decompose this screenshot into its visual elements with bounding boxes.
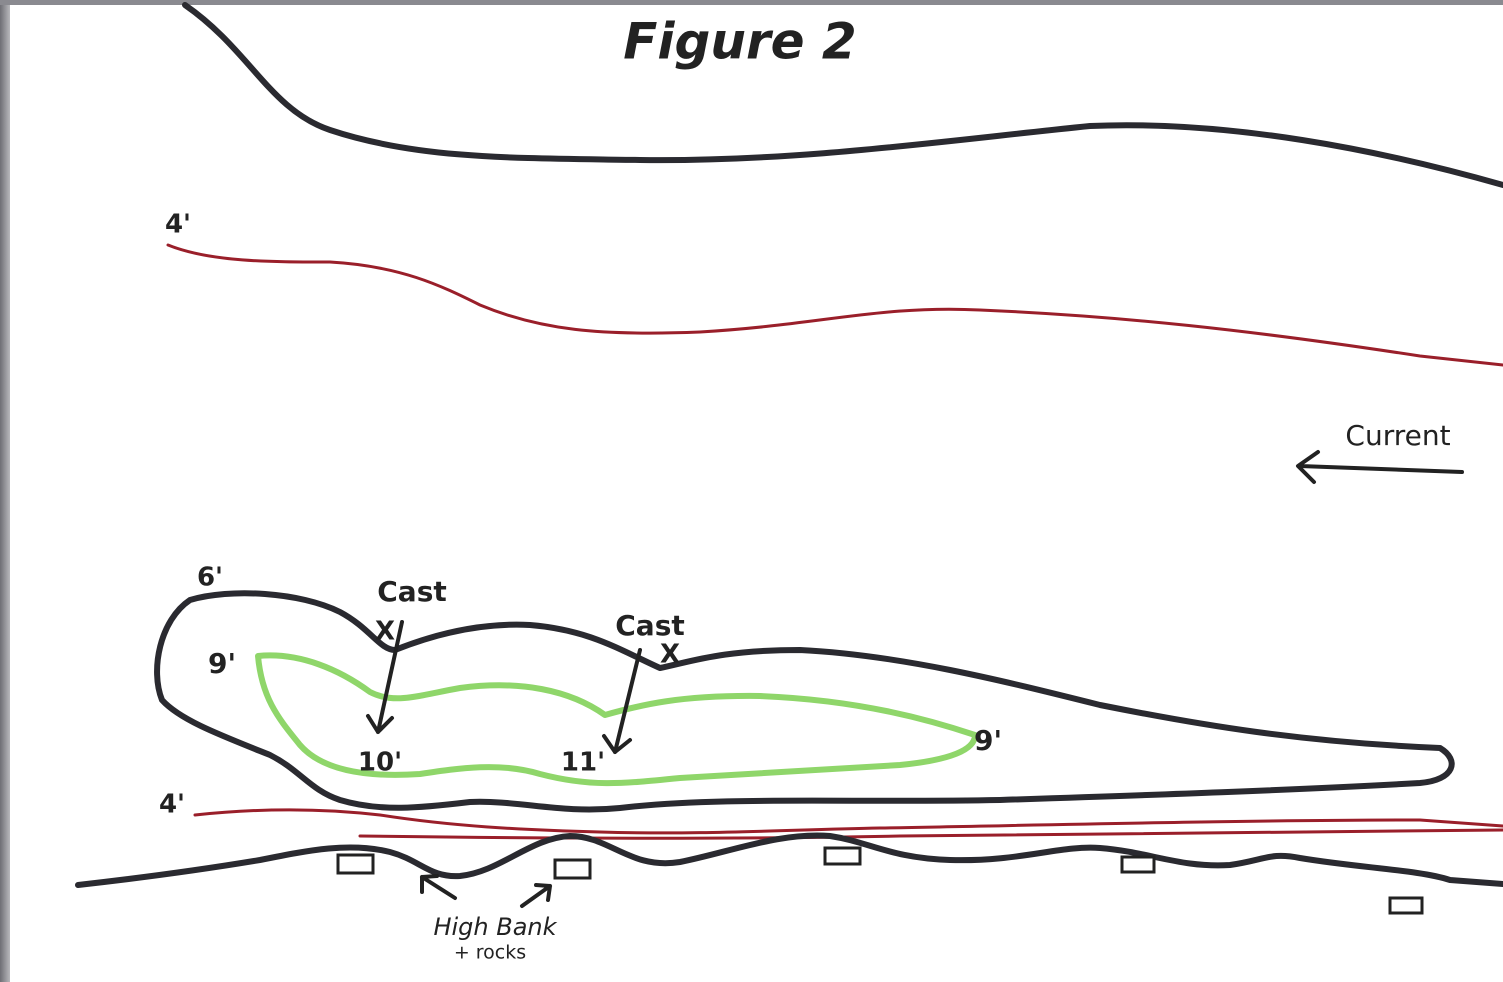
rock [1122,857,1154,872]
bank-note: High Bank [433,913,557,941]
rock [825,848,860,864]
frame-left [0,0,10,982]
rock [1390,898,1422,913]
cast-mark: X [660,640,680,670]
paper [0,0,1503,982]
depth-label: 6' [197,563,223,593]
title: Figure 2 [623,13,856,71]
depth-label: 4' [159,790,185,820]
bank-note: + rocks [454,942,526,964]
rock [555,860,590,878]
frame-top [0,0,1503,5]
depth-label: 9' [974,724,1002,757]
depth-label: 4' [165,210,191,240]
current-label: Current [1345,419,1450,452]
depth-label: 9' [208,647,236,680]
cast-label: Cast [615,609,685,642]
depth-label: 10' [358,748,402,778]
cast-mark: X [375,617,395,647]
depth-label: 11' [561,748,605,778]
rock [338,855,373,873]
cast-label: Cast [377,575,447,608]
figure: Figure 2 4' Current 9' 9' 6' 10' 11' Cas… [0,0,1503,982]
